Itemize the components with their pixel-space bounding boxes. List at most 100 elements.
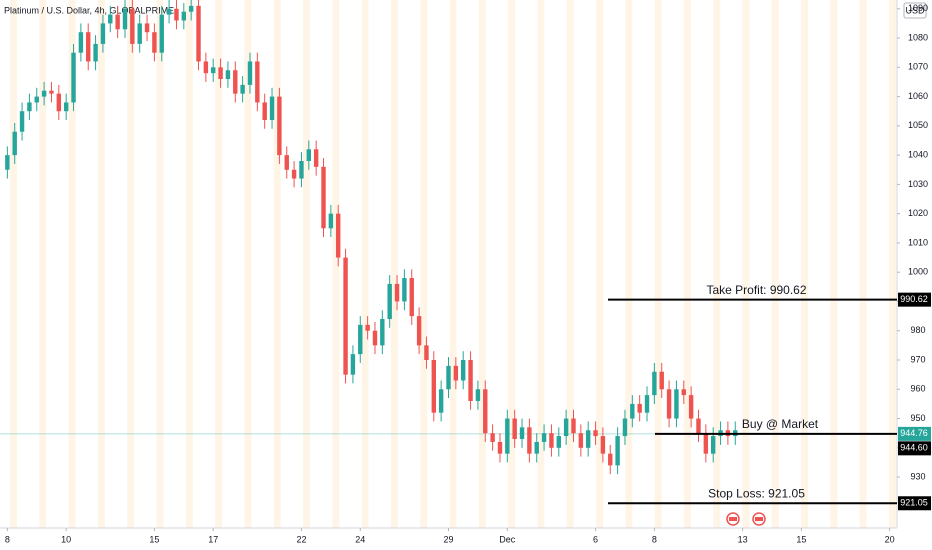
session-band xyxy=(478,0,486,528)
session-band xyxy=(39,0,47,528)
session-band xyxy=(596,0,603,528)
y-tick-label: 970 xyxy=(910,354,925,364)
candle-body xyxy=(328,213,334,229)
price-tag-label: 944.76 xyxy=(900,428,928,438)
candle-body xyxy=(100,23,106,44)
candle-body xyxy=(108,14,113,24)
last-price-tag xyxy=(898,441,931,456)
y-tick-label: 1040 xyxy=(908,149,928,159)
chart-title: Platinum / U.S. Dollar, 4h, GLOBALPRIME xyxy=(4,5,174,15)
candle-body xyxy=(41,90,47,97)
x-tick-label: 20 xyxy=(885,534,895,544)
y-tick-label: 980 xyxy=(910,325,925,335)
y-tick-label: 1090 xyxy=(908,3,928,13)
session-band xyxy=(654,0,662,528)
candle-body xyxy=(299,160,304,179)
session-band xyxy=(244,0,252,528)
candle-body xyxy=(490,433,495,442)
candle-body xyxy=(438,389,444,413)
candle-body xyxy=(681,389,686,396)
candle-body xyxy=(122,8,128,30)
candle-body xyxy=(483,389,488,434)
candle-body xyxy=(358,324,363,355)
candle-body xyxy=(659,371,664,390)
price-tag xyxy=(898,496,931,511)
candle-body xyxy=(710,436,716,454)
session-band xyxy=(185,0,193,528)
currency-label: USD xyxy=(905,5,925,15)
session-band xyxy=(830,0,838,528)
x-tick-label: 24 xyxy=(355,534,365,544)
x-tick-label: 22 xyxy=(296,534,306,544)
candle-body xyxy=(644,395,650,413)
session-band xyxy=(273,0,281,528)
candle-body xyxy=(541,433,547,442)
candle-body xyxy=(409,278,414,317)
x-tick-label: 10 xyxy=(61,534,71,544)
candle-body xyxy=(350,354,356,375)
candle-body xyxy=(446,365,451,390)
candle-body xyxy=(5,155,10,170)
candle-body xyxy=(380,319,385,346)
candle-body xyxy=(277,96,282,156)
candle-body xyxy=(615,436,620,466)
currency-box xyxy=(903,2,927,19)
candle-body xyxy=(512,418,517,440)
session-band xyxy=(68,0,76,528)
candle-body xyxy=(313,149,319,167)
candle-body xyxy=(343,257,348,375)
candle-body xyxy=(674,389,679,419)
level-label: Take Profit: 990.62 xyxy=(706,283,806,297)
session-band xyxy=(156,0,164,528)
y-tick-label: 950 xyxy=(910,413,925,423)
session-band xyxy=(449,0,457,528)
session-band xyxy=(303,0,310,528)
candle-body xyxy=(431,360,437,413)
candle-body xyxy=(49,90,54,94)
candle-body xyxy=(585,430,591,448)
candle-body xyxy=(556,436,561,448)
candle-body xyxy=(563,418,569,437)
x-tick-label: 29 xyxy=(443,534,453,544)
x-tick-label: 17 xyxy=(208,534,218,544)
candle-body xyxy=(497,441,503,454)
candle-body xyxy=(255,61,260,103)
flag-stripe xyxy=(755,517,763,521)
x-tick-label: 8 xyxy=(652,534,657,544)
session-band xyxy=(742,0,750,528)
session-band xyxy=(771,0,779,528)
candle-body xyxy=(630,403,635,419)
y-tick-label: 960 xyxy=(910,384,925,394)
candle-body xyxy=(115,14,120,30)
session-band xyxy=(801,0,809,528)
candle-body xyxy=(593,430,598,437)
session-band xyxy=(859,0,867,528)
session-band xyxy=(97,0,105,528)
y-tick-label: 1080 xyxy=(908,32,928,42)
candle-body xyxy=(306,149,312,161)
candle-body xyxy=(696,418,701,434)
candle-body xyxy=(174,8,179,21)
session-band xyxy=(127,0,135,528)
candle-body xyxy=(269,96,275,120)
candle-body xyxy=(78,32,84,53)
x-tick-label: 13 xyxy=(738,534,748,544)
session-band xyxy=(10,0,17,528)
candle-body xyxy=(637,403,642,413)
candle-body xyxy=(166,8,172,15)
candle-body xyxy=(19,111,25,132)
session-band xyxy=(713,0,721,528)
candle-body xyxy=(196,5,201,62)
session-band xyxy=(361,0,369,528)
candle-body xyxy=(321,166,326,229)
y-tick-label: 1030 xyxy=(908,179,928,189)
candle-body xyxy=(402,278,407,302)
candle-body xyxy=(188,5,194,12)
candle-body xyxy=(460,360,466,381)
level-label: Buy @ Market xyxy=(742,417,819,431)
candle-body xyxy=(137,23,142,44)
candle-body xyxy=(225,70,231,80)
y-tick-label: 1010 xyxy=(908,237,928,247)
session-band xyxy=(390,0,398,528)
